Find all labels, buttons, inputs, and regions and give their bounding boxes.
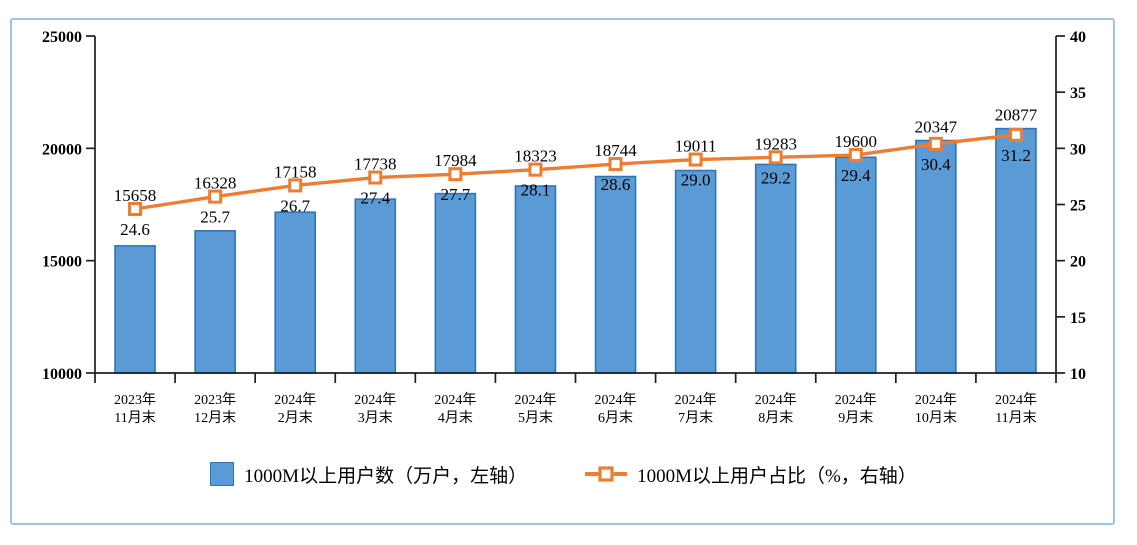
right-axis-tick-label: 15 [1070,310,1086,327]
line-marker [448,167,463,182]
bar [674,169,717,374]
bar [834,156,877,374]
legend-item-bar-series: 1000M以上用户数（万户，左轴） [210,461,527,488]
x-axis-label-line1: 2023年 [114,392,156,408]
right-axis-tick-label: 20 [1070,254,1086,271]
x-axis-label-line1: 2024年 [595,392,637,408]
line-marker [208,189,223,204]
right-axis-tick-label: 35 [1070,85,1086,102]
x-axis-label-line1: 2024年 [915,392,957,408]
x-axis-label-line1: 2024年 [835,392,877,408]
line-series-path [133,133,1018,211]
line-value-label: 25.7 [200,208,230,227]
bar-value-label: 19600 [835,132,878,151]
line-marker [848,148,863,163]
x-axis-label-line2: 5月末 [518,410,553,426]
x-axis-label-line2: 8月末 [758,410,793,426]
chart-legend: 1000M以上用户数（万户，左轴） 1000M以上用户占比（%，右轴） [10,452,1117,496]
x-axis-label-line2: 7月末 [678,410,713,426]
bar [594,175,637,374]
line-marker [608,157,623,172]
x-axis-label-line2: 10月末 [915,410,957,426]
x-axis-label-line2: 9月末 [838,410,873,426]
left-axis-tick-label: 20000 [42,141,82,158]
bar-value-label: 17984 [434,151,477,170]
line-value-label: 29.2 [761,168,791,187]
x-axis-label-line1: 2023年 [194,392,236,408]
bar [514,185,557,374]
line-marker [928,136,943,151]
left-axis-tick-label: 15000 [42,254,82,271]
line-marker [128,201,143,216]
line-marker [368,170,383,185]
x-axis-label-line1: 2024年 [995,392,1037,408]
legend-line-marker [598,466,614,482]
right-axis-tick-label: 25 [1070,198,1086,215]
line-value-label: 24.6 [120,220,150,239]
line-value-label: 27.4 [360,189,390,208]
line-marker [528,162,543,177]
line-marker [288,178,303,193]
x-axis-label-line2: 4月末 [438,410,473,426]
x-axis-label-line1: 2024年 [274,392,316,408]
line-value-label: 31.2 [1001,146,1031,165]
bar-series-swatch-icon [210,462,235,486]
bar [274,211,317,374]
bar [915,139,957,374]
bar [434,192,477,374]
x-axis-label-line2: 6月末 [598,410,633,426]
line-marker [768,150,783,165]
bar-value-label: 18323 [514,147,557,166]
x-axis-label-line1: 2024年 [434,392,476,408]
x-axis-label-line2: 11月末 [114,410,155,426]
right-axis-tick-label: 30 [1070,141,1086,158]
bar-value-label: 20347 [915,118,958,137]
line-series-swatch-icon [585,466,628,482]
right-axis-tick-label: 40 [1070,29,1086,46]
bar [194,230,236,374]
line-value-label: 29.4 [841,166,871,185]
line-value-label: 27.7 [441,185,471,204]
legend-label-bar-series: 1000M以上用户数（万户，左轴） [244,465,528,487]
left-axis-tick-label: 25000 [42,29,82,46]
left-axis-tick-label: 10000 [42,366,82,383]
x-axis-label-line2: 11月末 [995,410,1036,426]
bar-value-label: 19283 [754,134,797,153]
x-axis-label-line1: 2024年 [354,392,396,408]
x-axis-label-line2: 2月末 [278,410,313,426]
bar-value-label: 17158 [274,162,317,181]
line-value-label: 26.7 [280,196,310,215]
x-axis-label-line1: 2024年 [675,392,717,408]
bar [754,163,797,374]
x-axis-label-line1: 2024年 [755,392,797,408]
x-axis-label-line2: 12月末 [194,410,236,426]
line-marker [688,152,703,167]
line-value-label: 30.4 [921,155,951,174]
line-marker [1008,127,1023,142]
bar-value-label: 16328 [194,174,237,193]
line-value-label: 28.1 [521,181,551,200]
x-axis-label-line1: 2024年 [514,392,556,408]
bar-value-label: 19011 [675,137,717,156]
bar [354,198,397,374]
right-axis-tick-label: 10 [1070,366,1086,383]
line-value-label: 29.0 [681,171,711,190]
bar-value-label: 18744 [594,141,637,160]
bar-value-label: 20877 [995,106,1038,125]
legend-label-line-series: 1000M以上用户占比（%，右轴） [637,465,917,487]
bar-value-label: 15658 [114,186,157,205]
bar [114,245,156,374]
bar [995,127,1037,374]
x-axis-label-line2: 3月末 [358,410,393,426]
line-value-label: 28.6 [601,175,631,194]
bar-value-label: 17738 [354,155,397,174]
legend-item-line-series: 1000M以上用户占比（%，右轴） [585,461,917,488]
